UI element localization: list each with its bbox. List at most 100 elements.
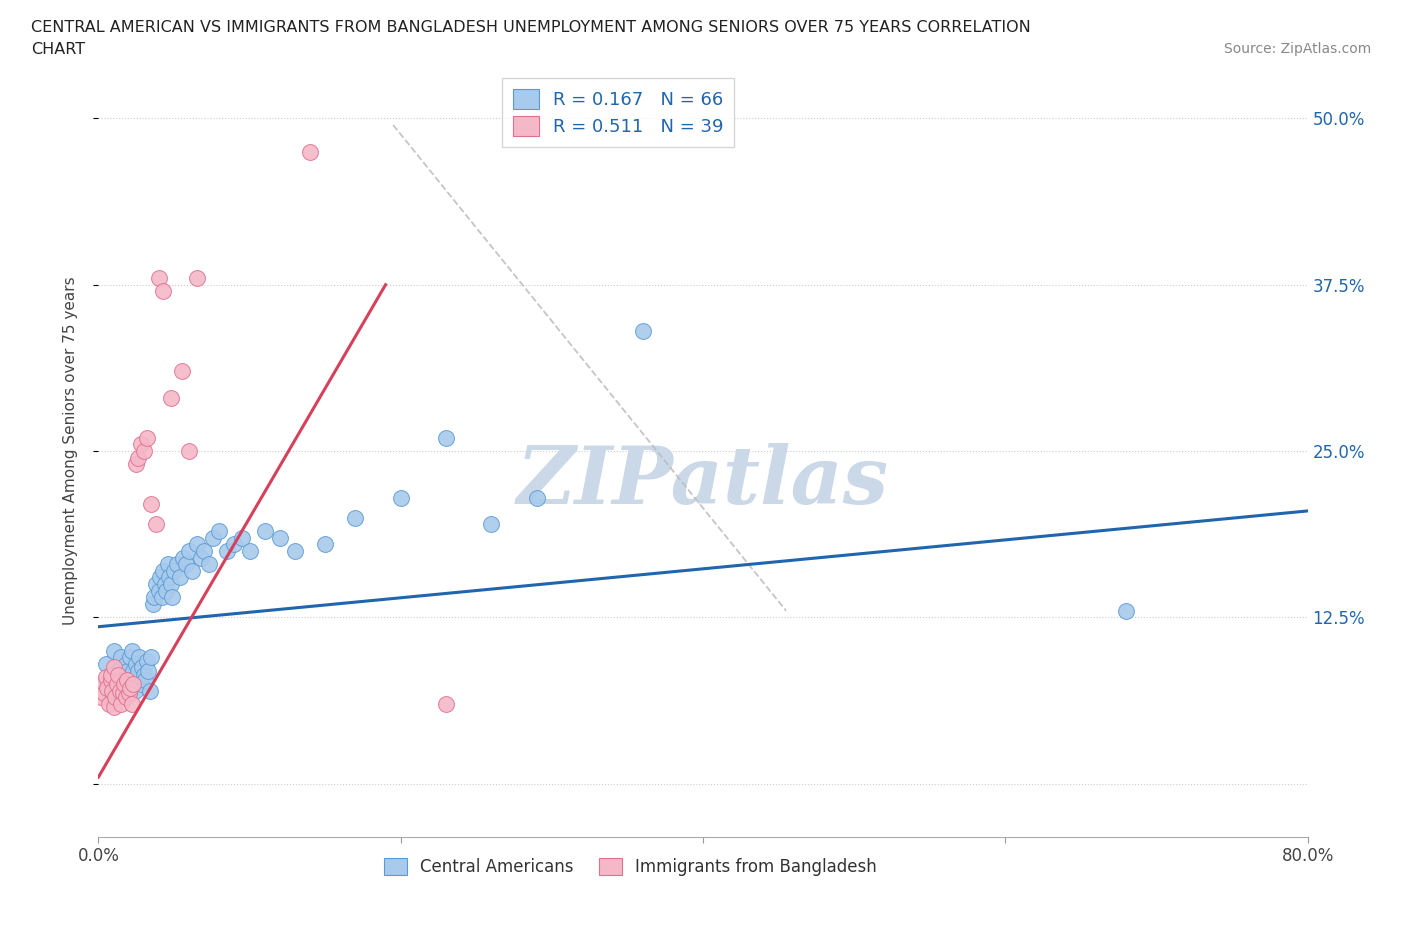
Point (169, 570, 191, 585)
Point (120, 681, 142, 696)
Point (125, 670, 148, 684)
Point (114, 657, 136, 671)
Point (181, 564, 204, 578)
Point (94, 670, 117, 684)
Point (124, 684, 146, 698)
Point (100, 672, 122, 687)
Point (149, 570, 172, 585)
Point (122, 663, 145, 678)
Point (141, 650, 163, 665)
Text: CENTRAL AMERICAN VS IMMIGRANTS FROM BANGLADESH UNEMPLOYMENT AMONG SENIORS OVER 7: CENTRAL AMERICAN VS IMMIGRANTS FROM BANG… (31, 20, 1031, 35)
Point (96, 681, 118, 696)
Legend: Central Americans, Immigrants from Bangladesh: Central Americans, Immigrants from Bangl… (377, 851, 884, 883)
Point (118, 685, 141, 700)
Point (269, 530, 291, 545)
Y-axis label: Unemployment Among Seniors over 75 years: Unemployment Among Seniors over 75 years (63, 277, 77, 625)
Point (148, 583, 170, 598)
Point (101, 684, 124, 698)
Point (193, 543, 215, 558)
Point (215, 543, 238, 558)
Point (132, 667, 155, 682)
Point (121, 697, 143, 711)
Point (128, 650, 150, 665)
Point (105, 676, 128, 691)
Point (103, 670, 125, 684)
Point (434, 431, 457, 445)
Point (231, 530, 253, 545)
Point (108, 684, 131, 698)
Point (107, 667, 129, 682)
Point (202, 530, 225, 545)
Point (127, 663, 149, 678)
Point (434, 697, 457, 711)
Point (142, 597, 165, 612)
Point (389, 490, 412, 505)
Point (481, 517, 503, 532)
Point (118, 670, 141, 684)
Point (314, 537, 336, 551)
Point (131, 659, 153, 674)
Point (156, 557, 179, 572)
Point (526, 490, 548, 505)
Point (129, 437, 152, 452)
Point (197, 557, 219, 572)
Point (170, 364, 193, 379)
Point (239, 543, 262, 558)
Point (125, 657, 148, 671)
Point (115, 663, 138, 678)
Point (90, 690, 112, 705)
Point (159, 570, 181, 585)
Point (134, 672, 156, 687)
Point (110, 697, 132, 711)
Point (172, 550, 194, 565)
Point (160, 577, 183, 591)
Point (93, 685, 115, 700)
Text: Source: ZipAtlas.com: Source: ZipAtlas.com (1223, 42, 1371, 56)
Point (284, 543, 307, 558)
Text: ZIPatlas: ZIPatlas (517, 444, 889, 521)
Point (145, 517, 167, 532)
Point (103, 644, 125, 658)
Point (111, 676, 134, 691)
Point (127, 450, 149, 465)
Point (122, 676, 145, 691)
Point (129, 676, 152, 691)
Point (166, 557, 188, 572)
Point (103, 699, 125, 714)
Point (120, 650, 142, 665)
Point (121, 644, 143, 658)
Point (98, 697, 121, 711)
Point (152, 564, 174, 578)
Point (208, 524, 231, 538)
Text: CHART: CHART (31, 42, 84, 57)
Point (103, 659, 125, 674)
Point (253, 524, 276, 538)
Point (135, 654, 157, 669)
Point (114, 690, 136, 705)
Point (1115, 604, 1137, 618)
Point (94, 657, 117, 671)
Point (299, 144, 322, 159)
Point (104, 690, 127, 705)
Point (107, 663, 129, 678)
Point (631, 324, 654, 339)
Point (143, 590, 166, 604)
Point (186, 537, 208, 551)
Point (136, 663, 159, 678)
Point (111, 685, 134, 700)
Point (163, 564, 186, 578)
Point (152, 284, 174, 299)
Point (135, 431, 157, 445)
Point (179, 543, 201, 558)
Point (145, 577, 167, 591)
Point (132, 444, 155, 458)
Point (186, 271, 208, 286)
Point (179, 444, 201, 458)
Point (190, 550, 212, 565)
Point (115, 672, 138, 687)
Point (91, 676, 114, 691)
Point (153, 577, 176, 591)
Point (112, 676, 135, 691)
Point (162, 590, 184, 604)
Point (141, 497, 163, 512)
